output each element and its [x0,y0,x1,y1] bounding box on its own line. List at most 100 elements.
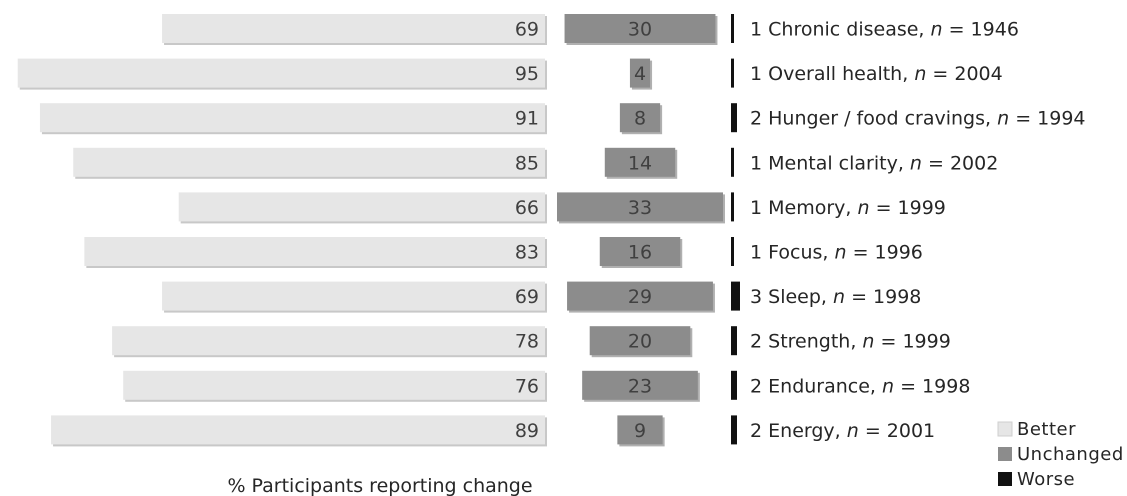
worse-bar [731,147,734,177]
unchanged-bar [619,103,661,133]
category-name: Hunger / food cravings, [768,108,997,130]
n-count: = 2002 [922,152,998,174]
worse-bar [731,370,737,400]
unchanged-value-label: 29 [628,286,652,308]
n-symbol: n [847,420,859,442]
worse-value-label: 2 [750,420,768,442]
unchanged-value-label: 20 [628,331,652,353]
n-symbol: n [910,152,922,174]
category-label: 1 Overall health, n = 2004 [750,63,1003,85]
n-count: = 1999 [874,331,950,353]
n-count: = 1999 [870,197,946,219]
better-value-label: 69 [515,19,539,41]
n-count: = 2001 [859,420,935,442]
legend: Better Unchanged Worse [997,419,1124,490]
better-bar [39,103,545,133]
unchanged-bar [604,147,676,177]
n-count: = 1994 [1009,108,1085,130]
better-bar [162,14,546,43]
category-label: 1 Chronic disease, n = 1946 [750,19,1019,41]
category-name: Energy, [768,420,847,442]
worse-value-label: 1 [750,63,768,85]
better-bar [17,58,545,88]
legend-label-worse: Worse [1017,469,1075,490]
better-bar [123,370,545,400]
worse-bar [731,237,734,266]
category-label: 2 Energy, n = 2001 [750,420,935,442]
unchanged-bar [599,237,681,266]
better-value-label: 69 [515,286,539,308]
unchanged-value-label: 30 [628,19,652,41]
category-name: Endurance, [768,375,882,397]
n-symbol: n [858,197,870,219]
better-value-label: 76 [515,375,539,397]
unchanged-value-label: 16 [628,242,652,264]
unchanged-value-label: 33 [628,197,652,219]
better-value-label: 83 [515,242,539,264]
n-count: = 1946 [943,19,1019,41]
category-label: 1 Memory, n = 1999 [750,197,946,219]
worse-bar [731,192,734,222]
worse-bar [731,415,737,445]
n-count: = 1996 [847,242,923,264]
n-symbol: n [833,286,845,308]
worse-bar [731,103,737,133]
n-symbol: n [914,63,926,85]
unchanged-bar [629,58,651,88]
worse-value-label: 1 [750,19,768,41]
category-name: Strength, [768,331,862,353]
category-label: 2 Endurance, n = 1998 [750,375,970,397]
n-symbol: n [931,19,943,41]
unchanged-value-label: 14 [628,152,652,174]
worse-bar [731,14,734,43]
category-label: 1 Focus, n = 1996 [750,242,923,264]
better-value-label: 85 [515,152,539,174]
unchanged-value-label: 4 [634,63,646,85]
unchanged-value-label: 23 [628,375,652,397]
unchanged-value-label: 8 [634,108,646,130]
legend-label-unchanged: Unchanged [1017,444,1124,465]
worse-value-label: 1 [750,242,768,264]
better-bar [112,326,545,356]
better-value-label: 78 [515,331,539,353]
better-value-label: 95 [515,63,539,85]
worse-bar [731,326,737,356]
category-name: Memory, [768,197,857,219]
unchanged-bar [582,370,698,400]
unchanged-bar [589,326,691,356]
worse-value-label: 1 [750,197,768,219]
legend-swatch-unchanged [998,447,1012,461]
worse-bars [731,14,740,445]
worse-bar [731,58,734,88]
n-symbol: n [834,242,846,264]
category-label: 2 Strength, n = 1999 [750,331,951,353]
unchanged-bar [557,192,723,222]
n-count: = 1998 [894,375,970,397]
category-label: 3 Sleep, n = 1998 [750,286,921,308]
n-count: = 2004 [926,63,1002,85]
legend-swatch-better [997,421,1013,437]
better-bar [178,192,545,222]
unchanged-bar [564,14,716,43]
worse-value-label: 2 [750,108,768,130]
better-value-label: 91 [515,108,539,130]
worse-value-label: 2 [750,375,768,397]
legend-swatch-worse [998,472,1012,486]
n-symbol: n [882,375,894,397]
category-name: Overall health, [768,63,914,85]
unchanged-bar [567,281,713,311]
category-name: Mental clarity, [768,152,910,174]
n-count: = 1998 [845,286,921,308]
category-name: Sleep, [768,286,833,308]
better-bar [73,147,545,177]
n-symbol: n [862,331,874,353]
worse-value-label: 3 [750,286,768,308]
worse-value-label: 2 [750,331,768,353]
n-symbol: n [997,108,1009,130]
better-bar [162,281,546,311]
worse-bar [731,281,740,311]
better-bar [84,237,545,266]
unchanged-value-label: 9 [634,420,646,442]
